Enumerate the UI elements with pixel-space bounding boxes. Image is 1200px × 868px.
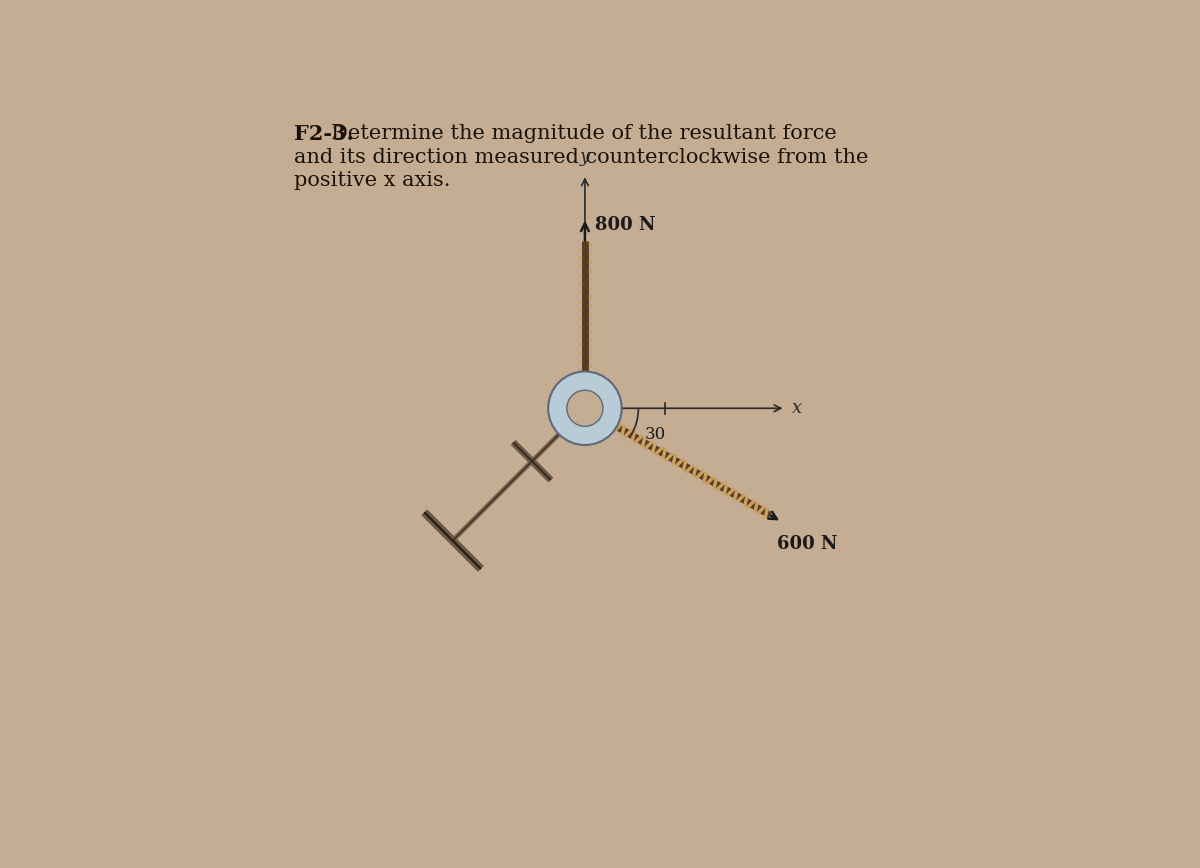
Circle shape	[548, 372, 622, 445]
Text: Determine the magnitude of the resultant force: Determine the magnitude of the resultant…	[331, 124, 836, 143]
Text: x: x	[792, 399, 803, 418]
Text: 600 N: 600 N	[776, 536, 838, 553]
Text: and its direction measured counterclockwise from the: and its direction measured counterclockw…	[294, 148, 869, 167]
Circle shape	[566, 391, 602, 426]
Text: 800 N: 800 N	[595, 216, 655, 234]
Text: 30: 30	[646, 426, 666, 444]
Text: y: y	[580, 148, 590, 167]
Text: positive x axis.: positive x axis.	[294, 171, 451, 190]
Text: F2-3.: F2-3.	[294, 124, 354, 144]
